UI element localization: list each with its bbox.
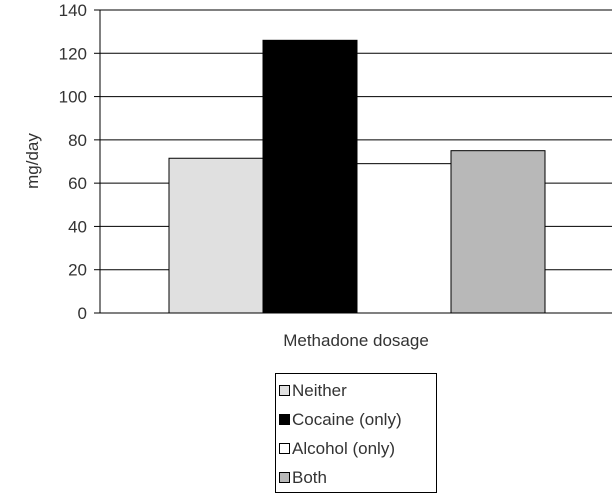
legend-swatch bbox=[279, 385, 290, 396]
legend-label: Neither bbox=[292, 380, 347, 400]
y-tick-label: 100 bbox=[59, 88, 87, 107]
bar-neither bbox=[168, 157, 264, 314]
legend-label: Cocaine (only) bbox=[292, 409, 402, 429]
y-tick-label: 40 bbox=[68, 217, 87, 236]
bar-both bbox=[450, 150, 546, 314]
bars bbox=[168, 39, 546, 314]
x-axis-label: Methadone dosage bbox=[283, 331, 429, 350]
legend: Neither Cocaine (only) Alcohol (only) Both bbox=[275, 373, 437, 493]
legend-swatch bbox=[279, 472, 290, 483]
legend-item: Cocaine (only) bbox=[279, 405, 436, 434]
axes bbox=[94, 9, 612, 314]
bar-cocaine-only bbox=[262, 39, 358, 314]
legend-label: Both bbox=[292, 467, 327, 487]
y-tick-label: 80 bbox=[68, 131, 87, 150]
bar-chart: 0 20 40 60 80 100 120 140 mg/day Methadone dosa… bbox=[23, 1, 612, 350]
legend-swatch bbox=[279, 443, 290, 454]
legend-item: Both bbox=[279, 463, 436, 492]
y-tick-label: 20 bbox=[68, 261, 87, 280]
legend-swatch bbox=[279, 414, 290, 425]
y-tick-label: 0 bbox=[78, 304, 87, 323]
y-tick-label: 120 bbox=[59, 44, 87, 63]
bar-alcohol-only bbox=[356, 163, 452, 314]
y-axis-label: mg/day bbox=[23, 133, 42, 189]
legend-label: Alcohol (only) bbox=[292, 438, 395, 458]
legend-item: Alcohol (only) bbox=[279, 434, 436, 463]
y-tick-labels: 0 20 40 60 80 100 120 140 bbox=[59, 1, 87, 323]
legend-item: Neither bbox=[279, 376, 436, 405]
y-tick-label: 60 bbox=[68, 174, 87, 193]
y-tick-label: 140 bbox=[59, 1, 87, 20]
